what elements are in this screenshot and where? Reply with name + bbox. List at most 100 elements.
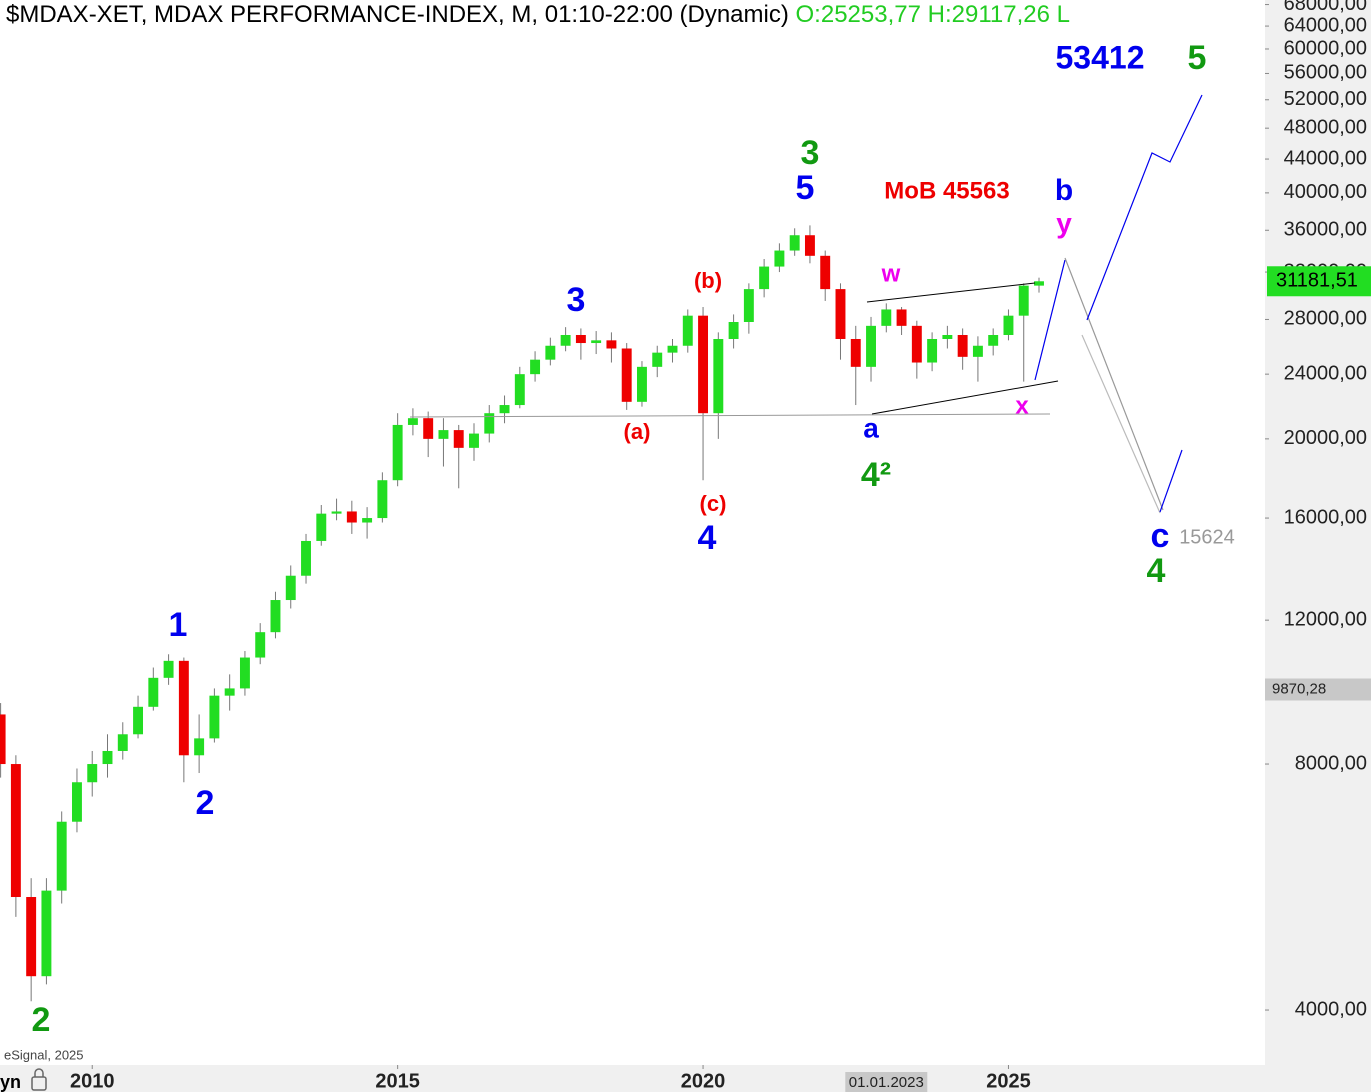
candle-body [26,897,37,977]
axes: 4000,008000,0012000,0016000,0020000,0024… [70,0,1371,1092]
y-tick-label: 60000,00 [1284,37,1367,59]
candle-body [759,266,770,290]
y-tick-label: 4000,00 [1295,998,1367,1020]
header: $MDAX-XET, MDAX PERFORMANCE-INDEX, M, 01… [6,1,1070,28]
source: eSignal, 2025 [4,1047,84,1062]
title: $MDAX-XET, MDAX PERFORMANCE-INDEX, M, 01… [6,1,789,28]
wave-label: 4 [698,519,717,557]
candle-body [194,738,205,756]
candle-body [453,430,464,448]
candle-body [270,600,281,633]
wave-label: 4 [1147,552,1166,590]
wave-label: 5 [1188,39,1207,77]
candle-body [423,418,434,439]
candle-body [316,513,327,541]
y-tick-label: 68000,00 [1284,0,1367,15]
wave-label: x [1015,392,1029,419]
candle-body [575,334,586,344]
candle-body [392,424,403,481]
trend-line [866,282,1036,303]
candle-body [957,334,968,357]
candle-body [560,334,571,346]
candle-body [178,660,189,756]
y-tick-label: 28000,00 [1284,308,1367,330]
candle-body [881,309,892,326]
y-tick-label: 20000,00 [1284,427,1367,449]
y-tick-label: 24000,00 [1284,362,1367,384]
candle-body [835,289,846,339]
wave-label: 3 [801,134,820,172]
candle-body [896,309,907,326]
candle-body [530,359,541,375]
candle-body [514,374,525,406]
candle-body [163,660,174,678]
candle-body [652,352,663,367]
candle-body [1018,285,1029,316]
cursor-date-box [845,1072,928,1092]
candle-body [102,750,113,765]
candle-body [346,511,357,523]
y-tick-label: 40000,00 [1284,181,1367,203]
trend-line [871,380,1059,415]
crosshair-price-label: 9870,28 [1272,680,1326,697]
wave-label: c [1151,517,1170,555]
projection-line [1064,257,1164,511]
candle-body [255,632,266,658]
candle-body [499,405,510,414]
projection-line [1159,449,1183,513]
candle-body [224,688,235,696]
projection-line [1086,94,1203,321]
plot-area [0,225,1044,1002]
projection-line [1034,259,1066,381]
y-tick-label: 48000,00 [1284,116,1367,138]
y-tick-label: 52000,00 [1284,88,1367,110]
candle-body [927,338,938,363]
y-tick-label: 56000,00 [1284,62,1367,84]
wave-label: 2 [196,784,215,822]
corner-label: yn [0,1072,21,1092]
candle-body [591,340,602,344]
current-price-label: 31181,51 [1276,270,1358,292]
wave-label: 5 [796,169,815,207]
candle-body [484,413,495,434]
wave-label: b [1055,174,1073,207]
candle-body [133,706,144,735]
candle-body [713,338,724,414]
candle-body [285,575,296,601]
candle-body [682,315,693,346]
candle-body [637,366,647,402]
candle-body [56,821,67,891]
wave-label: 1 [169,606,188,644]
candle-body [804,235,815,256]
candle-body [1034,281,1044,286]
y-tick-label: 64000,00 [1284,14,1367,36]
y-tick-label: 16000,00 [1284,506,1367,528]
x-tick-label: 2020 [681,1070,726,1092]
current-price-box [1267,266,1371,297]
wave-label: 3 [567,281,586,319]
wave-label: 2 [32,1001,51,1039]
candle-body [728,321,739,339]
x-tick-label: 2010 [70,1070,115,1092]
candle-body [698,315,709,414]
candle-body [866,325,876,367]
candle-body [789,235,800,251]
wave-label: (a) [624,419,651,444]
candle-body [301,540,311,576]
support-line [409,413,1051,418]
candle-body [850,338,861,367]
lock-icon [31,1068,47,1091]
wave-label: y [1056,207,1072,238]
wave-label: (c) [700,491,727,516]
wave-label: 4² [861,456,891,494]
candle-body [362,518,373,523]
candle-body [87,764,98,783]
candle-body [0,714,6,765]
candle-body [942,334,953,339]
candle-body [117,734,128,751]
candle-body [1003,315,1014,335]
candle-body [545,345,556,360]
